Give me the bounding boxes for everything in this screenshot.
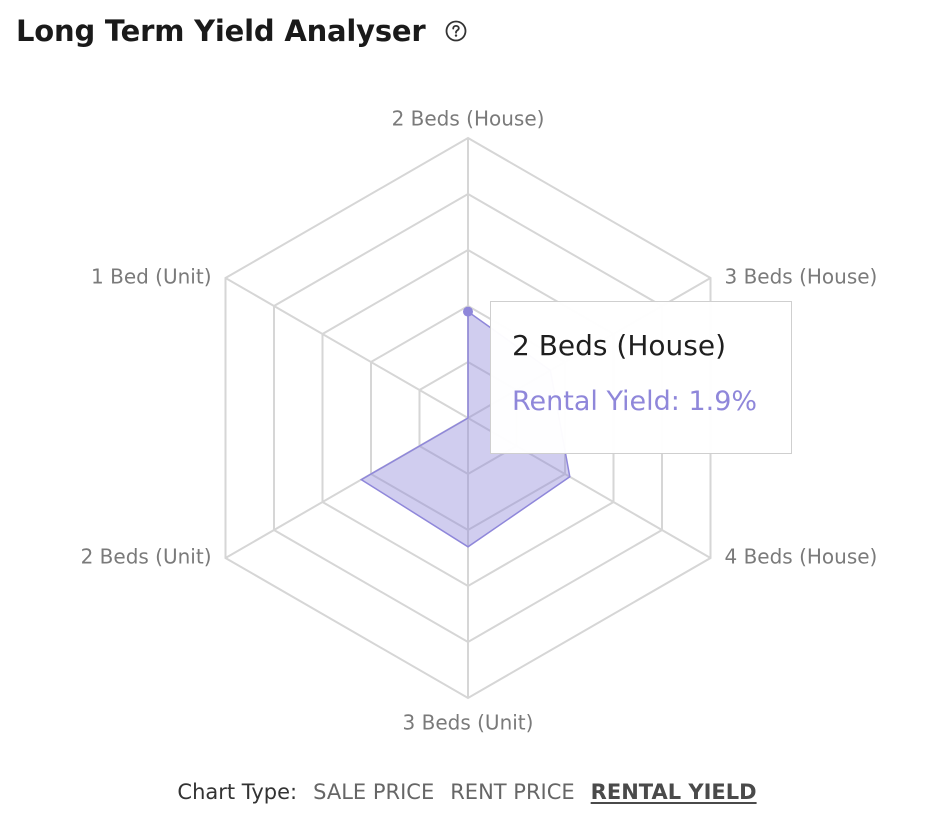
data-point-0-0	[463, 306, 473, 317]
axis-label-4: 2 Beds (Unit)	[81, 545, 212, 569]
help-icon[interactable]	[445, 20, 467, 42]
chart-type-selector: Chart Type: SALE PRICE RENT PRICE RENTAL…	[0, 780, 934, 804]
axis-label-1: 3 Beds (House)	[725, 265, 878, 289]
chart-tooltip: 2 Beds (House) Rental Yield: 1.9%	[490, 301, 792, 454]
chart-type-sale-price[interactable]: SALE PRICE	[313, 780, 435, 804]
chart-type-rental-yield[interactable]: RENTAL YIELD	[590, 780, 757, 804]
radar-points-layer	[463, 306, 473, 317]
page-title: Long Term Yield Analyser	[16, 14, 426, 48]
tooltip-value: Rental Yield: 1.9%	[512, 386, 758, 417]
radar-labels-layer: 2 Beds (House) 3 Beds (House) 4 Beds (Hous…	[81, 107, 878, 735]
chart-type-rent-price[interactable]: RENT PRICE	[450, 780, 575, 804]
chart-type-label: Chart Type:	[177, 780, 298, 804]
axis-label-5: 1 Bed (Unit)	[91, 265, 211, 289]
axis-label-0: 2 Beds (House)	[392, 107, 545, 131]
axis-label-2: 4 Beds (House)	[725, 545, 878, 569]
tooltip-title: 2 Beds (House)	[512, 329, 727, 362]
header: Long Term Yield Analyser	[16, 14, 467, 48]
radar-chart: 2 Beds (House) 3 Beds (House) 4 Beds (Hous…	[81, 107, 878, 735]
axis-label-3: 3 Beds (Unit)	[403, 711, 534, 735]
spoke-5	[225, 277, 469, 419]
